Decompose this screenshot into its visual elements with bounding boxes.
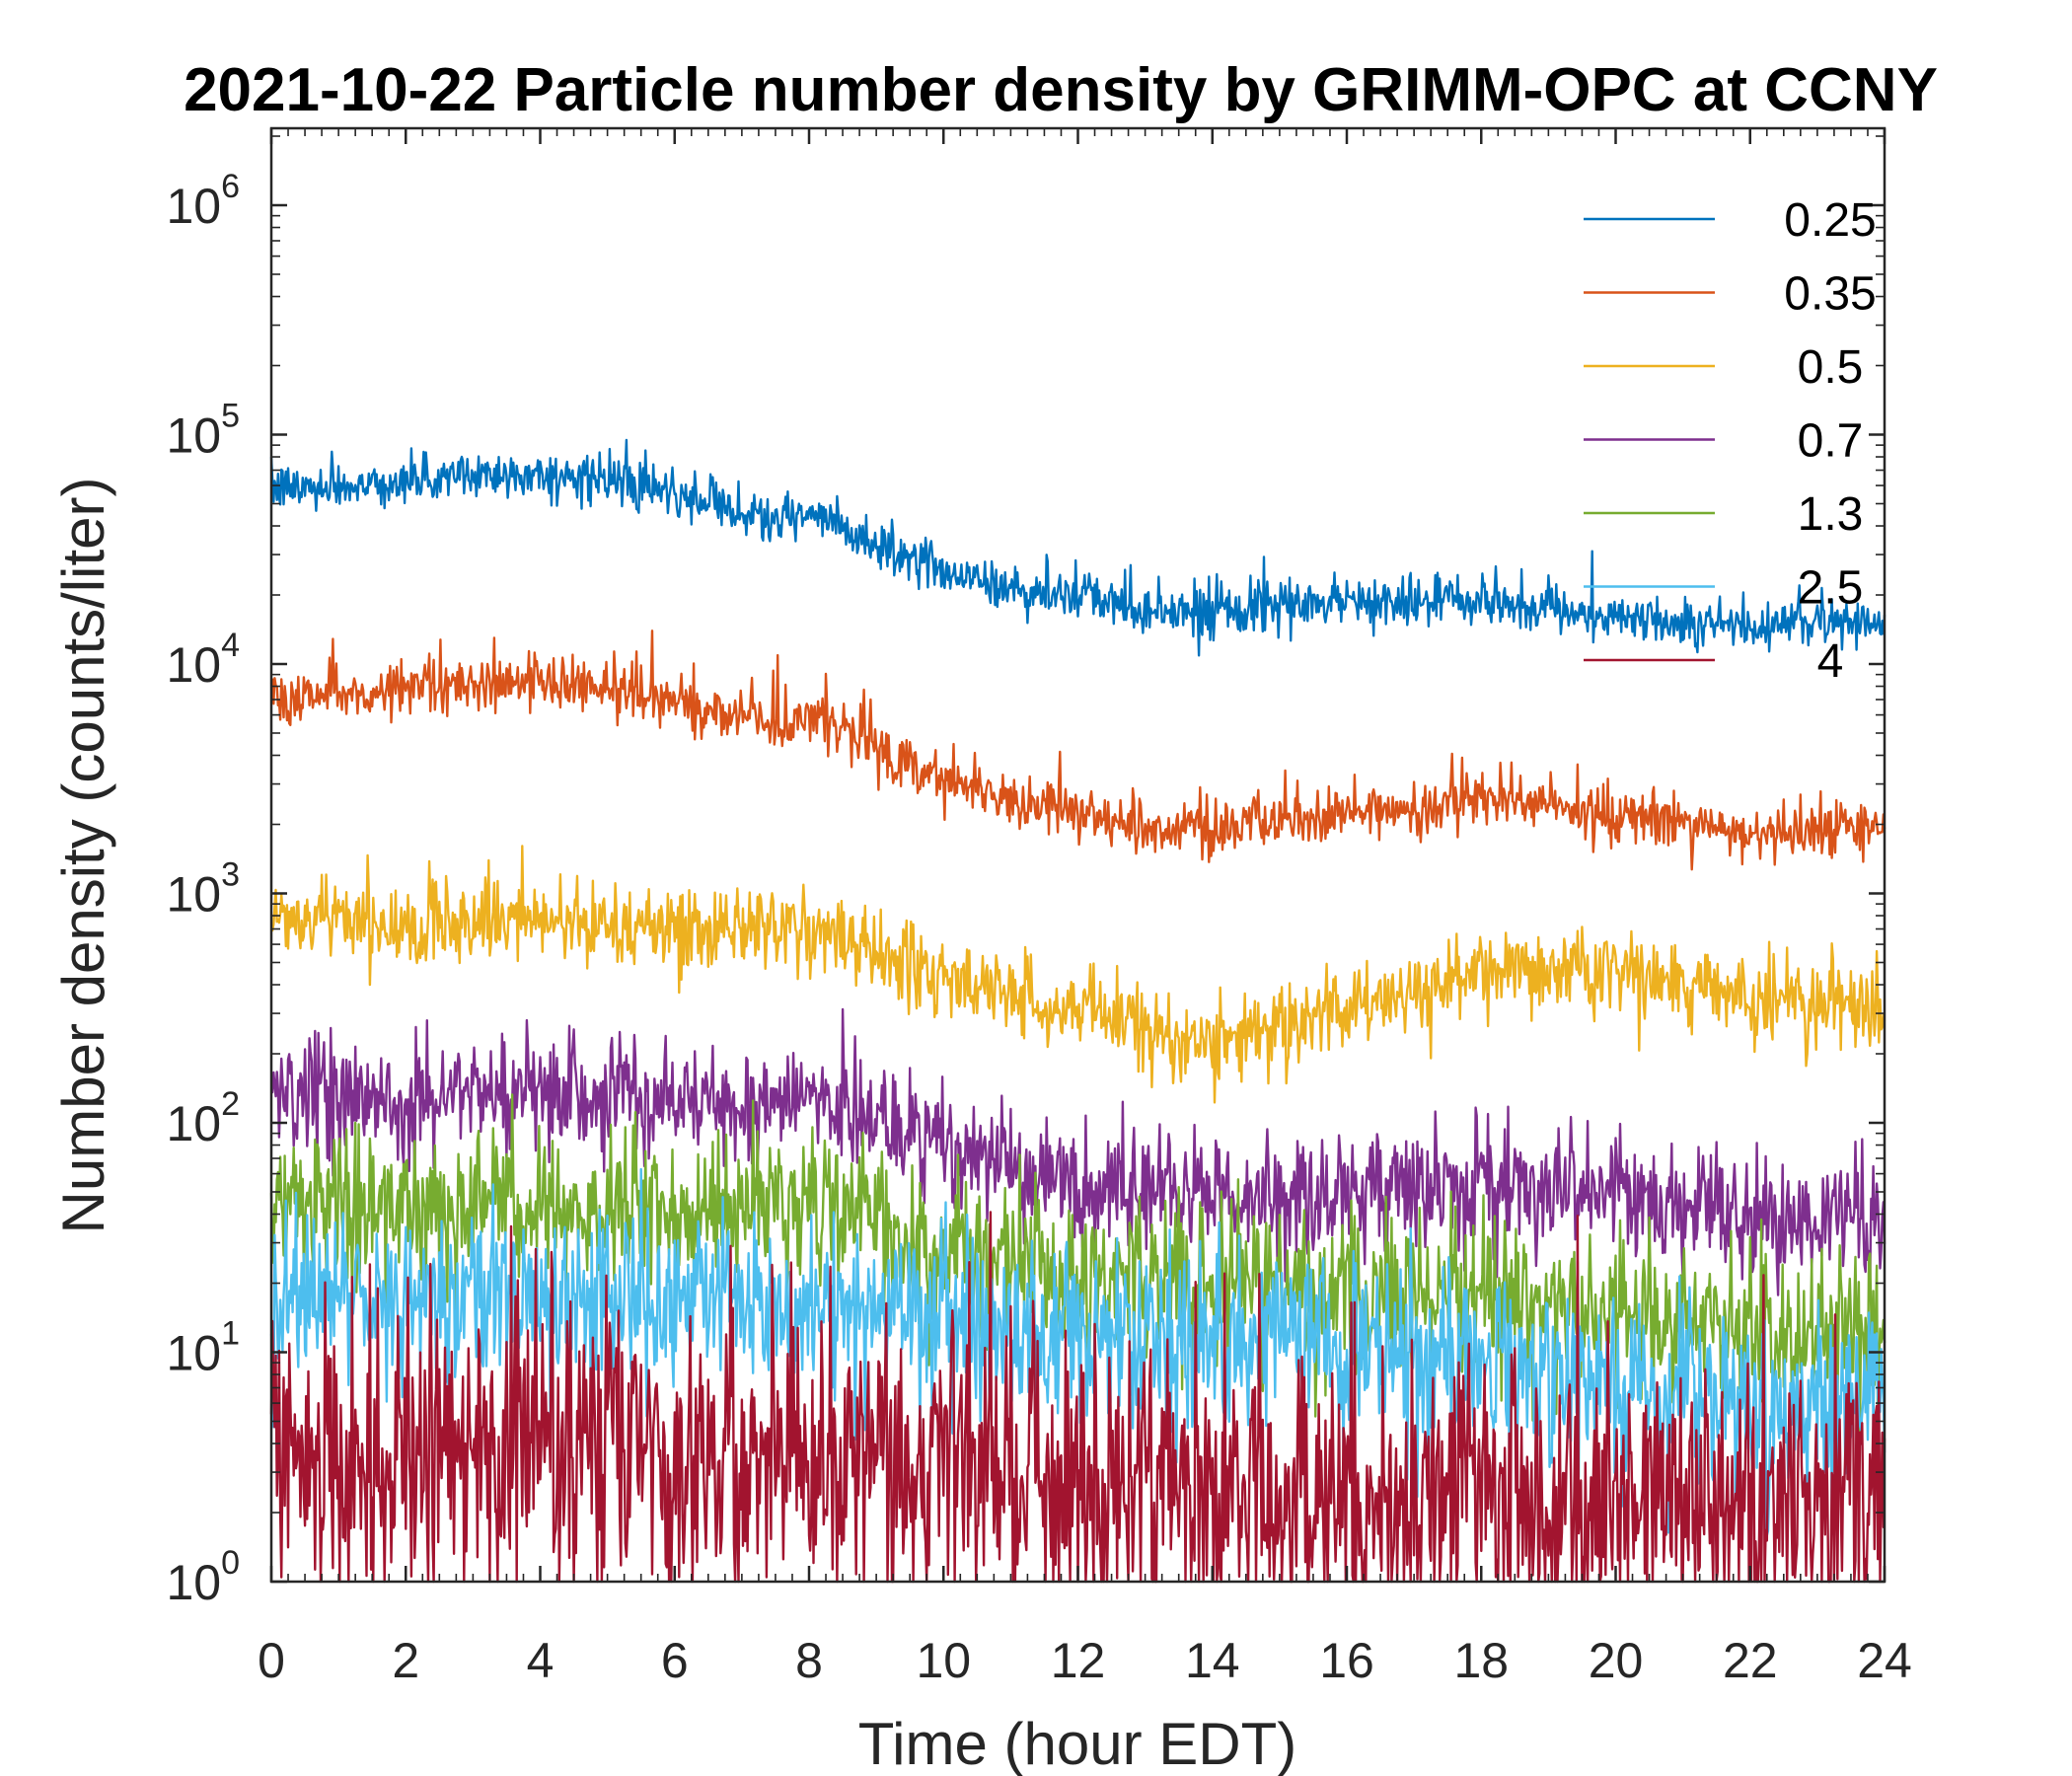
ticks-layer: 0 2 4 6 8 10 12 14 16 18 20 22 241001011021031041051… [166,128,1912,1688]
x-tick-label: 20 [1589,1633,1644,1688]
y-tick-label: 102 [166,1085,240,1151]
x-tick-label: 22 [1723,1633,1778,1688]
series-line-0 [269,438,1887,657]
y-tick-label: 103 [166,856,240,923]
legend-label: 0.5 [1798,341,1864,394]
y-tick-label: 106 [166,168,240,234]
x-axis-label: Time (hour EDT) [858,1711,1297,1776]
x-tick-label: 10 [916,1633,971,1688]
series-layer [269,438,1887,1584]
series-line-5 [269,1167,1887,1537]
chart-title: 2021-10-22 Particle number density by GR… [184,56,1938,124]
series-line-3 [269,1007,1887,1296]
x-tick-label: 8 [795,1633,823,1688]
y-axis-label: Number density (counts/liter) [50,478,116,1234]
x-tick-label: 12 [1051,1633,1106,1688]
y-tick-label: 104 [166,627,240,693]
x-tick-label: 24 [1857,1633,1912,1688]
legend-label: 0.35 [1784,268,1876,321]
series-line-2 [270,845,1887,1104]
x-tick-label: 18 [1453,1633,1509,1688]
y-tick-label: 100 [166,1544,240,1610]
legend-label: 0.7 [1798,415,1864,468]
x-tick-label: 14 [1185,1633,1240,1688]
legend-label: 4 [1817,635,1844,688]
x-tick-label: 2 [392,1633,419,1688]
x-tick-label: 6 [661,1633,689,1688]
legend: 0.25 0.35 0.5 0.7 1.3 2.5 4 [1584,194,1877,688]
x-tick-label: 4 [527,1633,555,1688]
x-tick-label: 16 [1319,1633,1374,1688]
legend-label: 1.3 [1798,488,1864,541]
legend-label: 2.5 [1798,562,1864,615]
y-tick-label: 101 [166,1315,240,1381]
y-tick-label: 105 [166,398,240,464]
series-line-1 [269,629,1887,871]
legend-label: 0.25 [1784,194,1876,247]
x-tick-label: 0 [258,1633,285,1688]
